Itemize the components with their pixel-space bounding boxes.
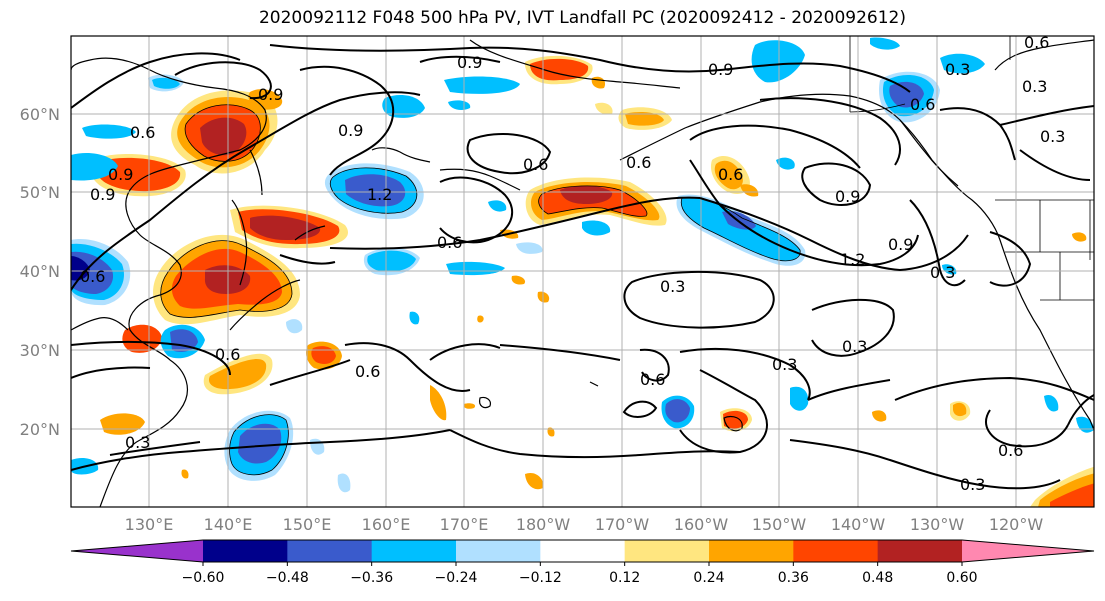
contour-label: 0.3: [660, 277, 685, 296]
contour-label: 0.6: [523, 155, 548, 174]
lon-label: 140°E: [204, 515, 253, 534]
colorbar-segment: [371, 540, 457, 562]
lon-label: 180°W: [516, 515, 571, 534]
contour-label: 0.9: [457, 53, 482, 72]
contour-label: 0.6: [80, 267, 105, 286]
contour-label: 0.3: [125, 433, 150, 452]
colorbar-tick-label: 0.36: [778, 570, 809, 586]
colorbar-tick-label: −0.48: [266, 570, 309, 586]
contour-label: 0.6: [1024, 33, 1049, 52]
contour-label: 0.3: [945, 60, 970, 79]
colorbar-tick-label: −0.36: [350, 570, 393, 586]
lat-label: 40°N: [20, 262, 60, 281]
contour-label: 0.3: [1040, 127, 1065, 146]
colorbar-segment: [456, 540, 541, 562]
borders: [849, 36, 1094, 301]
colorbar-tick-label: 0.24: [693, 570, 724, 586]
colorbar-segment: [793, 540, 879, 562]
longitude-labels: 130°E 140°E 150°E 160°E 170°E 180°W 170°…: [125, 515, 1044, 534]
colorbar-segment: [203, 540, 288, 562]
contour-label: 0.9: [708, 60, 733, 79]
contour-label: 0.6: [718, 165, 743, 184]
colorbar-tick-label: −0.60: [182, 570, 225, 586]
lon-label: 170°E: [440, 515, 489, 534]
map-title: 2020092112 F048 500 hPa PV, IVT Landfall…: [258, 8, 906, 28]
contour-label: 0.3: [930, 263, 955, 282]
colorbar-tick-label: −0.12: [519, 570, 562, 586]
contour-label: 0.3: [1022, 77, 1047, 96]
contour-label: 0.6: [130, 123, 155, 142]
lat-label: 20°N: [20, 420, 60, 439]
contour-label: 0.3: [960, 475, 985, 494]
contour-label: 0.9: [888, 235, 913, 254]
lat-label: 50°N: [20, 183, 60, 202]
colorbar-segment: [709, 540, 794, 562]
lon-label: 120°W: [989, 515, 1044, 534]
map-frame: [70, 35, 1095, 508]
contour-label: 0.9: [258, 85, 283, 104]
lon-label: 130°W: [910, 515, 965, 534]
lon-label: 150°E: [283, 515, 332, 534]
contour-label: 0.3: [842, 337, 867, 356]
contour-label: 0.6: [640, 370, 665, 389]
graticule: [71, 36, 1094, 507]
lon-label: 130°E: [125, 515, 174, 534]
contour-label: 0.6: [910, 95, 935, 114]
colorbar-tick-label: 0.48: [862, 570, 893, 586]
lon-label: 160°E: [362, 515, 411, 534]
contour-label: 1.2: [367, 185, 392, 204]
contour-label: 0.9: [90, 185, 115, 204]
colorbar-tick-label: 0.12: [609, 570, 640, 586]
colorbar-tick-label: 0.60: [946, 570, 977, 586]
lat-label: 30°N: [20, 341, 60, 360]
contour-label: 1.2: [840, 250, 865, 269]
lon-label: 150°W: [752, 515, 807, 534]
colorbar-arrow-high: [962, 540, 1094, 562]
contour-label: 0.9: [108, 165, 133, 184]
colorbar-tick-label: −0.24: [435, 570, 478, 586]
lon-label: 160°W: [674, 515, 729, 534]
colorbar: −0.60 −0.48 −0.36 −0.24 −0.12 0.12 0.24 0.36 0.4…: [70, 539, 1095, 586]
contour-label: 0.9: [835, 187, 860, 206]
latitude-labels: 60°N 50°N 40°N 30°N 20°N: [20, 105, 60, 439]
colorbar-segment: [877, 540, 963, 562]
lon-label: 140°W: [831, 515, 886, 534]
contour-label: 0.6: [215, 345, 240, 364]
contour-label: 0.9: [338, 121, 363, 140]
contour-label: 0.6: [437, 233, 462, 252]
colorbar-segment: [624, 540, 710, 562]
colorbar-arrow-low: [71, 540, 203, 562]
lat-label: 60°N: [20, 105, 60, 124]
contour-label: 0.3: [772, 355, 797, 374]
contour-label: 0.6: [998, 441, 1023, 460]
contour-labels: 0.9 0.9 0.9 0.6 0.3 0.3 0.3 0.6 1.2 0.6 …: [80, 33, 1065, 494]
contour-label: 0.6: [355, 362, 380, 381]
coastlines: [71, 39, 1094, 507]
pv-positive-anomalies: [92, 55, 1094, 507]
map-panel: 0.9 0.9 0.9 0.6 0.3 0.3 0.3 0.6 1.2 0.6 …: [71, 33, 1094, 507]
colorbar-segment: [540, 540, 626, 562]
colorbar-segment: [287, 540, 373, 562]
contour-label: 0.6: [626, 153, 651, 172]
ivt-contours: [71, 44, 1094, 490]
lon-label: 170°W: [595, 515, 650, 534]
